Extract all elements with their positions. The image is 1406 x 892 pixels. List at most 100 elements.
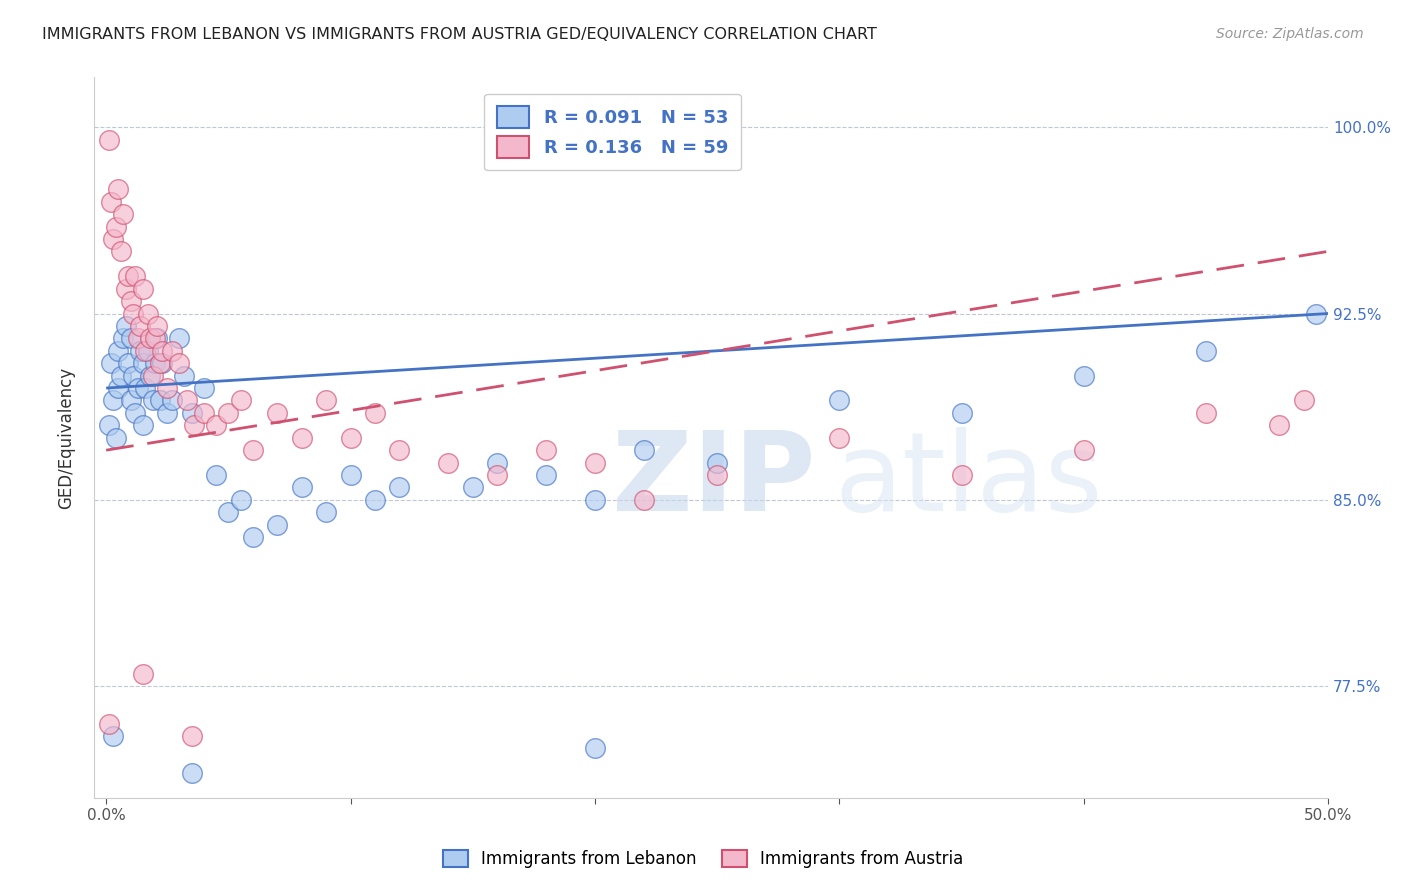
Text: IMMIGRANTS FROM LEBANON VS IMMIGRANTS FROM AUSTRIA GED/EQUIVALENCY CORRELATION C: IMMIGRANTS FROM LEBANON VS IMMIGRANTS FR…: [42, 27, 877, 42]
Point: [110, 368, 132, 383]
Point: [134, 381, 156, 395]
Point: [149, 356, 172, 370]
Point: [110, 244, 132, 259]
Point: [486, 468, 509, 483]
Point: [193, 406, 215, 420]
Point: [193, 381, 215, 395]
Legend: R = 0.091   N = 53, R = 0.136   N = 59: R = 0.091 N = 53, R = 0.136 N = 59: [484, 94, 741, 170]
Point: [242, 530, 264, 544]
Point: [122, 368, 145, 383]
Point: [129, 343, 152, 358]
Point: [388, 480, 411, 494]
Point: [103, 393, 125, 408]
Point: [97, 132, 120, 146]
Point: [534, 443, 557, 458]
Point: [828, 431, 851, 445]
Point: [1292, 393, 1315, 408]
Point: [114, 318, 136, 333]
Point: [229, 393, 252, 408]
Point: [1305, 306, 1327, 320]
Point: [364, 492, 387, 507]
Point: [124, 269, 146, 284]
Point: [104, 219, 127, 234]
Point: [104, 431, 127, 445]
Point: [143, 356, 166, 370]
Point: [291, 431, 314, 445]
Point: [169, 356, 191, 370]
Point: [120, 331, 142, 345]
Text: ZIP: ZIP: [612, 427, 815, 534]
Point: [107, 381, 129, 395]
Point: [124, 406, 146, 420]
Point: [217, 505, 239, 519]
Point: [122, 306, 145, 320]
Point: [142, 368, 165, 383]
Point: [266, 517, 288, 532]
Point: [486, 456, 509, 470]
Point: [127, 331, 149, 345]
Point: [117, 356, 139, 370]
Point: [828, 393, 851, 408]
Point: [112, 331, 135, 345]
Point: [97, 418, 120, 433]
Point: [146, 318, 169, 333]
Point: [315, 393, 337, 408]
Point: [160, 393, 183, 408]
Point: [1073, 443, 1095, 458]
Y-axis label: GED/Equivalency: GED/Equivalency: [58, 367, 75, 508]
Point: [112, 207, 135, 221]
Point: [136, 306, 159, 320]
Point: [132, 666, 155, 681]
Point: [242, 443, 264, 458]
Point: [291, 480, 314, 494]
Point: [180, 729, 202, 743]
Point: [134, 343, 156, 358]
Point: [97, 716, 120, 731]
Point: [706, 456, 728, 470]
Point: [136, 343, 159, 358]
Point: [950, 406, 973, 420]
Point: [169, 331, 191, 345]
Point: [127, 381, 149, 395]
Point: [229, 492, 252, 507]
Point: [461, 480, 484, 494]
Point: [129, 318, 152, 333]
Point: [1195, 406, 1218, 420]
Text: Source: ZipAtlas.com: Source: ZipAtlas.com: [1216, 27, 1364, 41]
Point: [534, 468, 557, 483]
Point: [180, 766, 202, 780]
Point: [103, 729, 125, 743]
Point: [315, 505, 337, 519]
Point: [100, 194, 122, 209]
Point: [139, 368, 162, 383]
Point: [205, 468, 228, 483]
Point: [1195, 343, 1218, 358]
Point: [143, 331, 166, 345]
Point: [173, 368, 195, 383]
Point: [156, 381, 179, 395]
Point: [176, 393, 198, 408]
Point: [132, 356, 155, 370]
Point: [217, 406, 239, 420]
Point: [139, 331, 162, 345]
Point: [364, 406, 387, 420]
Point: [156, 406, 179, 420]
Point: [633, 443, 655, 458]
Point: [103, 232, 125, 246]
Point: [1268, 418, 1291, 433]
Point: [583, 741, 606, 756]
Point: [339, 468, 361, 483]
Point: [107, 182, 129, 196]
Point: [437, 456, 460, 470]
Point: [100, 356, 122, 370]
Point: [180, 406, 202, 420]
Point: [583, 456, 606, 470]
Point: [950, 468, 973, 483]
Point: [583, 492, 606, 507]
Point: [706, 468, 728, 483]
Point: [120, 294, 142, 309]
Point: [120, 393, 142, 408]
Legend: Immigrants from Lebanon, Immigrants from Austria: Immigrants from Lebanon, Immigrants from…: [436, 843, 970, 875]
Point: [132, 282, 155, 296]
Point: [183, 418, 205, 433]
